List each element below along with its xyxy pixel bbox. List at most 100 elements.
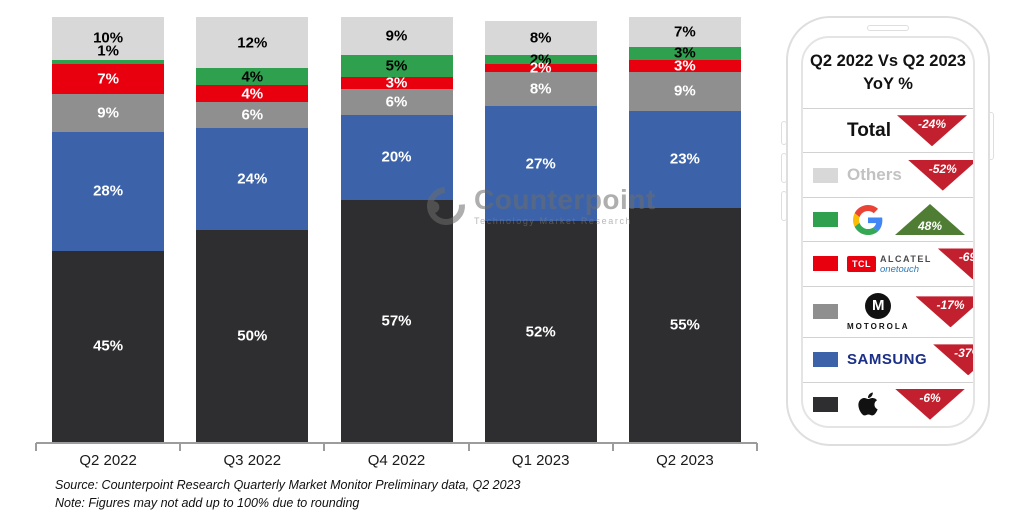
segment-google: 1% bbox=[52, 43, 165, 64]
segment-motorola: 9% bbox=[52, 93, 165, 132]
apple-yoy-value: -6% bbox=[919, 390, 941, 405]
x-axis-tick bbox=[756, 443, 758, 451]
google-yoy-value: 48% bbox=[917, 219, 943, 234]
samsung-wordmark: SAMSUNG bbox=[847, 351, 928, 369]
total-label: Total bbox=[847, 119, 891, 141]
segment-value-label: 3% bbox=[674, 57, 696, 75]
legend-row-others: Others -52% bbox=[803, 152, 973, 196]
onetouch-wordmark: onetouch bbox=[880, 263, 920, 275]
segment-motorola: 6% bbox=[196, 102, 309, 128]
apple-logo-icon bbox=[858, 392, 878, 416]
google-yoy-arrow-icon: 48% bbox=[895, 204, 965, 236]
segment-value-label: 4% bbox=[241, 85, 264, 102]
x-axis-label: Q2 2022 bbox=[79, 452, 137, 469]
segment-value-label: 8% bbox=[529, 29, 552, 47]
segment-others: 12% bbox=[196, 17, 309, 68]
segment-samsung: 23% bbox=[628, 110, 741, 209]
google-logo-icon bbox=[853, 204, 883, 235]
bar-q1-2023: 8% 2% 2% 8% 27% 52% bbox=[484, 21, 597, 442]
segment-value-label: 5% bbox=[385, 57, 408, 75]
segment-samsung: 27% bbox=[484, 106, 597, 221]
segment-value-label: 2% bbox=[529, 51, 552, 68]
segment-value-label: 3% bbox=[385, 74, 408, 92]
segment-google: 3% bbox=[628, 44, 741, 62]
segment-tcl-alcatel: 3% bbox=[340, 74, 453, 92]
segment-value-label: 50% bbox=[237, 327, 268, 345]
source-note: Source: Counterpoint Research Quarterly … bbox=[55, 478, 521, 492]
segment-value-label: 2% bbox=[529, 59, 552, 77]
segment-motorola: 8% bbox=[484, 72, 597, 107]
panel-title: Q2 2022 Vs Q2 2023 YoY % bbox=[803, 38, 973, 108]
motorola-yoy-value: -17% bbox=[936, 298, 965, 313]
apple-swatch bbox=[813, 396, 838, 412]
segment-tcl-alcatel: 7% bbox=[52, 63, 165, 94]
segment-samsung: 24% bbox=[196, 127, 309, 230]
segment-value-label: 4% bbox=[241, 68, 264, 85]
segment-others: 7% bbox=[628, 17, 741, 47]
motorola-yoy-arrow-icon: -17% bbox=[915, 296, 973, 328]
others-yoy-arrow-icon: -52% bbox=[907, 159, 973, 191]
segment-value-label: 12% bbox=[237, 34, 268, 51]
segment-tcl-alcatel: 2% bbox=[484, 59, 597, 77]
total-yoy-value: -24% bbox=[917, 117, 946, 132]
segment-value-label: 3% bbox=[674, 44, 696, 62]
x-axis-label: Q4 2022 bbox=[367, 452, 426, 469]
segment-apple: 52% bbox=[484, 221, 597, 442]
segment-value-label: 10% bbox=[93, 29, 124, 47]
segment-value-label: 28% bbox=[93, 182, 124, 200]
legend-row-total: Total -24% bbox=[803, 108, 973, 152]
segment-value-label: 52% bbox=[525, 323, 556, 340]
alcatel-wordmark: ALCATEL bbox=[880, 253, 932, 264]
yoy-legend-panel: Q2 2022 Vs Q2 2023 YoY % Total -24% Othe… bbox=[801, 36, 975, 428]
bar-q4-2022: 9% 5% 3% 6% 20% 57% bbox=[340, 17, 453, 442]
x-axis-label: Q1 2023 bbox=[511, 452, 570, 469]
segment-samsung: 28% bbox=[52, 131, 165, 251]
segment-tcl-alcatel: 4% bbox=[196, 85, 309, 102]
legend-row-motorola: M MOTOROLA -17% bbox=[803, 285, 973, 337]
tcl-swatch bbox=[813, 256, 838, 272]
segment-value-label: 24% bbox=[237, 170, 268, 187]
segment-apple: 45% bbox=[52, 250, 165, 442]
motorola-swatch bbox=[813, 304, 838, 320]
panel-title-line1: Q2 2022 Vs Q2 2023 bbox=[810, 51, 966, 70]
segment-others: 8% bbox=[484, 21, 597, 56]
segment-google: 5% bbox=[340, 55, 453, 77]
segment-value-label: 6% bbox=[241, 106, 264, 124]
panel-title-line2: YoY % bbox=[863, 75, 913, 93]
tcl-yoy-value: -69% bbox=[958, 250, 973, 265]
segment-google: 4% bbox=[196, 68, 309, 85]
segment-value-label: 45% bbox=[93, 337, 124, 355]
segment-apple: 50% bbox=[196, 229, 309, 442]
samsung-yoy-arrow-icon: -37% bbox=[933, 344, 973, 376]
others-label: Others bbox=[847, 165, 902, 185]
segment-value-label: 20% bbox=[381, 148, 412, 166]
motorola-wordmark: MOTOROLA bbox=[847, 321, 910, 331]
legend-row-google: 48% bbox=[803, 196, 973, 241]
google-swatch bbox=[813, 212, 838, 228]
segment-tcl-alcatel: 3% bbox=[628, 57, 741, 75]
segment-value-label: 6% bbox=[385, 93, 408, 111]
segment-value-label: 8% bbox=[529, 80, 552, 98]
total-yoy-arrow-icon: -24% bbox=[896, 115, 967, 147]
x-axis-label: Q3 2022 bbox=[223, 452, 282, 469]
samsung-yoy-value: -37% bbox=[954, 346, 973, 361]
bar-q3-2022: 12% 4% 4% 6% 24% 50% bbox=[196, 17, 309, 442]
segment-value-label: 1% bbox=[97, 42, 119, 59]
segment-value-label: 9% bbox=[674, 82, 696, 100]
segment-motorola: 6% bbox=[340, 89, 453, 115]
x-axis-tick bbox=[323, 443, 326, 451]
segment-others: 9% bbox=[340, 17, 453, 56]
segment-motorola: 9% bbox=[628, 72, 741, 111]
segment-value-label: 55% bbox=[669, 316, 700, 334]
tcl-badge: TCL bbox=[847, 255, 876, 272]
samsung-swatch bbox=[813, 352, 838, 368]
segment-others: 10% bbox=[52, 17, 165, 60]
x-axis-tick bbox=[179, 443, 182, 451]
x-axis-tick bbox=[467, 443, 470, 451]
segment-value-label: 57% bbox=[381, 312, 412, 330]
legend-row-tcl-alcatel: TCL ALCATEL onetouch -69% bbox=[803, 241, 973, 285]
legend-row-samsung: SAMSUNG -37% bbox=[803, 337, 973, 381]
x-axis-tick bbox=[611, 443, 614, 451]
apple-yoy-arrow-icon: -6% bbox=[895, 388, 965, 420]
